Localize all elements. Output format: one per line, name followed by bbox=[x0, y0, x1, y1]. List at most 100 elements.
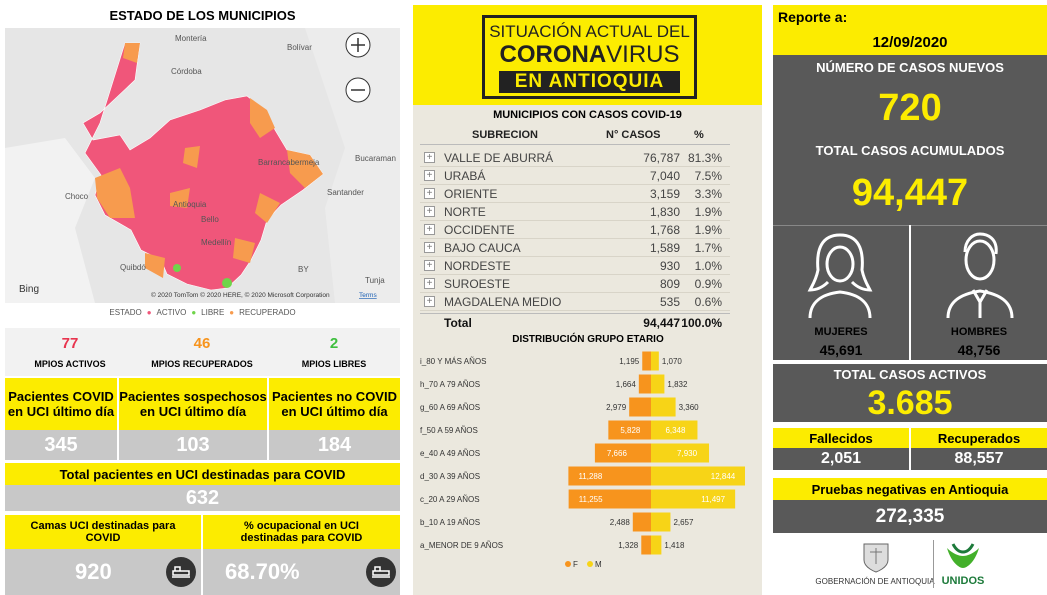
cell: 7,040 bbox=[649, 169, 680, 183]
legend-label: F bbox=[573, 560, 578, 569]
logo-line: EN ANTIOQUIA bbox=[499, 71, 680, 93]
report-label: Reporte a: bbox=[778, 9, 848, 25]
value-label: 1,070 bbox=[662, 357, 683, 366]
value-label: 2,488 bbox=[610, 518, 631, 527]
bar bbox=[629, 397, 651, 417]
expand-button[interactable]: + bbox=[424, 296, 435, 307]
zoom-in[interactable] bbox=[345, 32, 371, 58]
place-label: Medellín bbox=[201, 238, 231, 247]
place-label: Antioquia bbox=[173, 200, 207, 209]
place-label: Córdoba bbox=[171, 67, 202, 76]
women-value: 45,691 bbox=[819, 342, 863, 358]
column-header: % bbox=[694, 129, 704, 141]
deaths-label: Fallecidos bbox=[773, 428, 909, 448]
bar bbox=[651, 397, 676, 417]
place-label: Bolívar bbox=[287, 43, 312, 52]
total-value: 94,447 bbox=[851, 171, 969, 214]
bar bbox=[651, 420, 698, 440]
place-label: Choco bbox=[65, 192, 89, 201]
unidos-logo bbox=[947, 543, 979, 568]
unidos-text: UNIDOS bbox=[941, 575, 985, 587]
age-pyramid: DISTRIBUCIÓN GRUPO ETARIO i_80 Y MÁS AÑO… bbox=[420, 332, 745, 569]
category-label: e_40 A 49 AÑOS bbox=[420, 449, 480, 458]
cell: 1,589 bbox=[649, 241, 680, 255]
legend-dot: ● bbox=[229, 307, 235, 317]
table-row: + BAJO CAUCA 1,589 1.7% bbox=[420, 239, 730, 257]
place-label: Quibdó bbox=[120, 263, 146, 272]
cell: 1.9% bbox=[694, 223, 722, 237]
bar bbox=[641, 535, 651, 555]
cell: 100.0% bbox=[681, 316, 722, 330]
cell: 1,830 bbox=[649, 205, 680, 219]
bar bbox=[651, 443, 710, 463]
middle-panel bbox=[413, 105, 762, 595]
value-label: 1,195 bbox=[619, 357, 640, 366]
cell: NORDESTE bbox=[444, 259, 511, 273]
cell: Total bbox=[444, 316, 472, 330]
logo-line: SITUACIÓN ACTUAL DEL bbox=[489, 22, 690, 41]
cell: 809 bbox=[659, 277, 680, 291]
category-label: i_80 Y MÁS AÑOS bbox=[420, 357, 486, 366]
stat-label: MPIOS RECUPERADOS bbox=[151, 359, 253, 369]
table-row: + NORDESTE 930 1.0% bbox=[420, 257, 730, 275]
chart-title: DISTRIBUCIÓN GRUPO ETARIO bbox=[512, 332, 664, 345]
value-label: 6,348 bbox=[665, 426, 686, 435]
expand-button[interactable]: + bbox=[424, 188, 435, 199]
new-label: NÚMERO DE CASOS NUEVOS bbox=[816, 59, 1004, 75]
value-label: 2,657 bbox=[673, 518, 694, 527]
cell: 1.0% bbox=[694, 259, 722, 273]
recovered-label: Recuperados bbox=[911, 428, 1047, 448]
divider bbox=[933, 540, 934, 588]
camas-label: % ocupacional en UCI destinadas para COV… bbox=[203, 515, 400, 549]
stat-label: MPIOS ACTIVOS bbox=[34, 359, 106, 369]
new-value: 720 bbox=[878, 86, 942, 129]
value-label: 11,255 bbox=[579, 495, 603, 504]
value-label: 12,844 bbox=[711, 472, 736, 481]
table-row: + ORIENTE 3,159 3.3% bbox=[420, 185, 730, 203]
expand-button[interactable]: + bbox=[424, 170, 435, 181]
cell: 81.3% bbox=[687, 151, 722, 165]
bar bbox=[608, 420, 651, 440]
cell: 930 bbox=[659, 259, 680, 273]
map-title: ESTADO DE LOS MUNICIPIOS bbox=[109, 7, 296, 23]
expand-button[interactable]: + bbox=[424, 152, 435, 163]
bar bbox=[651, 535, 662, 555]
bed-icon bbox=[166, 557, 196, 587]
expand-button[interactable]: + bbox=[424, 278, 435, 289]
expand-button[interactable]: + bbox=[424, 206, 435, 217]
women-label: MUJERES bbox=[814, 326, 868, 338]
legend-item: ACTIVO bbox=[156, 307, 187, 317]
cell: ORIENTE bbox=[444, 187, 498, 201]
place-label: BY bbox=[298, 265, 309, 274]
bar bbox=[594, 443, 651, 463]
terms-link[interactable]: Terms bbox=[359, 292, 377, 299]
table-header: SUBRECION N° CASOS % bbox=[420, 127, 730, 145]
map: Montería Bolívar Córdoba Barrancabermeja… bbox=[5, 28, 400, 303]
legend-item: RECUPERADO bbox=[239, 307, 296, 317]
cell: VALLE DE ABURRÁ bbox=[444, 151, 554, 165]
men-value: 48,756 bbox=[957, 342, 1001, 358]
stat-value: 77 bbox=[61, 334, 79, 352]
legend-item: LIBRE bbox=[201, 307, 225, 317]
category-label: a_MENOR DE 9 AÑOS bbox=[420, 541, 503, 550]
cell: 7.5% bbox=[694, 169, 722, 183]
cell: 0.9% bbox=[694, 277, 722, 291]
zoom-out[interactable] bbox=[345, 77, 371, 103]
cell: 3,159 bbox=[649, 187, 680, 201]
column-header: SUBRECION bbox=[472, 129, 539, 141]
active-value: 3.685 bbox=[867, 383, 953, 422]
category-label: f_50 A 59 AÑOS bbox=[420, 426, 478, 435]
bed-icon bbox=[366, 557, 396, 587]
value-label: 1,832 bbox=[667, 380, 688, 389]
cell: 94,447 bbox=[643, 316, 680, 330]
expand-button[interactable]: + bbox=[424, 224, 435, 235]
value-label: 1,328 bbox=[618, 541, 639, 550]
value-label: 2,979 bbox=[606, 403, 627, 412]
bar bbox=[651, 466, 745, 486]
bar bbox=[642, 351, 651, 371]
table-total: Total 94,447 100.0% bbox=[420, 313, 730, 331]
expand-button[interactable]: + bbox=[424, 242, 435, 253]
place-label: Tunja bbox=[365, 276, 385, 285]
expand-button[interactable]: + bbox=[424, 260, 435, 271]
